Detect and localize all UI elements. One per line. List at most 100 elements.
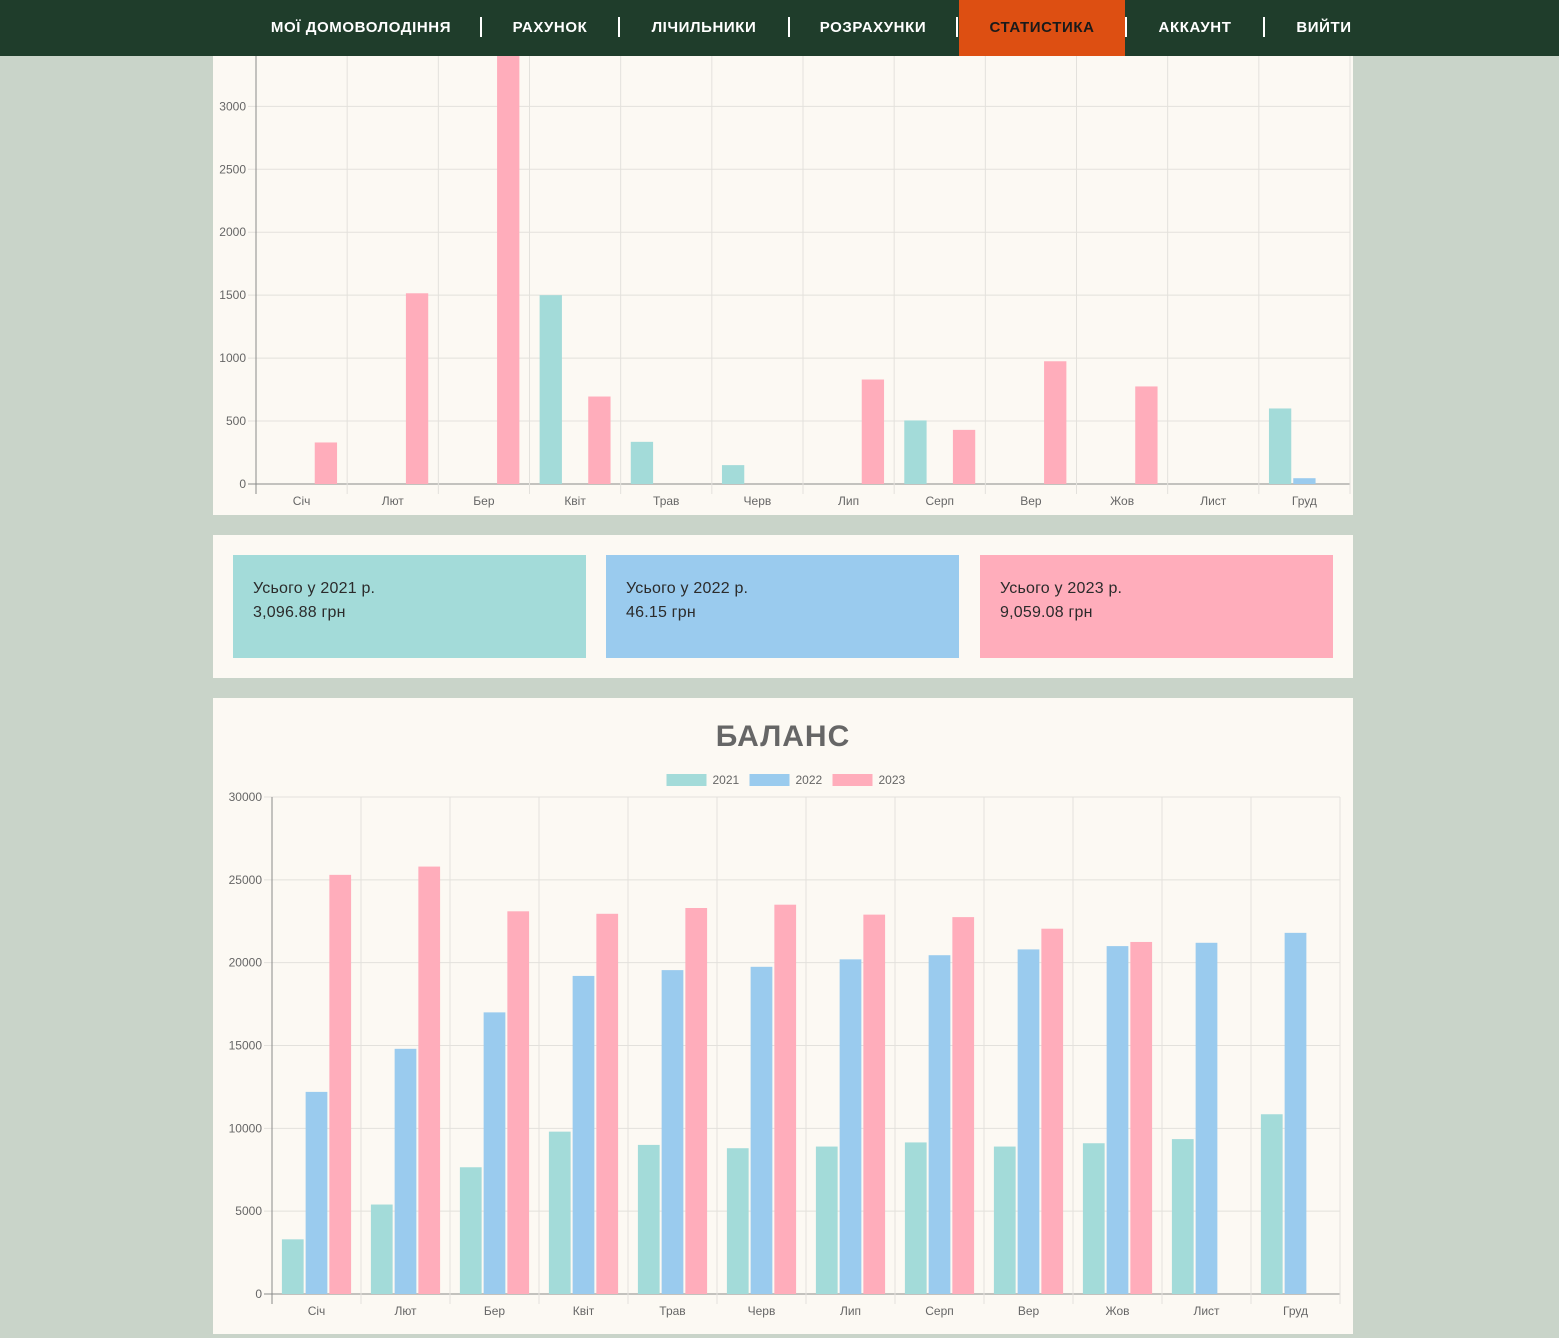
total-card-label: Усього у 2022 р. xyxy=(626,580,749,597)
x-tick-label: Квіт xyxy=(564,494,586,508)
nav-separator xyxy=(788,17,790,37)
y-tick-label: 5000 xyxy=(235,1204,262,1218)
x-tick-label: Серп xyxy=(925,494,954,508)
bar-2022 xyxy=(1017,949,1040,1294)
y-tick-label: 15000 xyxy=(229,1039,263,1053)
nav-separator xyxy=(1263,17,1265,37)
bar-2021 xyxy=(726,1148,749,1294)
x-tick-label: Трав xyxy=(659,1304,685,1318)
nav-separator xyxy=(1125,17,1127,37)
y-tick-label: 0 xyxy=(239,477,246,491)
bar-2023 xyxy=(1041,928,1064,1294)
x-tick-label: Трав xyxy=(653,494,679,508)
bar-2023 xyxy=(1135,386,1158,484)
total-card-2022: Усього у 2022 р. 46.15 грн xyxy=(606,555,959,658)
total-card-label: Усього у 2023 р. xyxy=(1000,580,1123,597)
bar-2021 xyxy=(1171,1139,1194,1294)
bar-2022 xyxy=(839,959,862,1294)
y-tick-label: 10000 xyxy=(229,1121,263,1135)
bar-2021 xyxy=(637,1144,660,1294)
y-tick-label: 500 xyxy=(226,414,246,428)
nav-account-bill[interactable]: Рахунок xyxy=(512,19,588,36)
payments-chart: 0 500 1000 1500 2000 2500 3000 Січ Лют Бер Квіт Тра… xyxy=(219,56,1351,508)
bar-2023 xyxy=(952,429,976,484)
y-tick-label: 20000 xyxy=(229,956,263,970)
bar-2021 xyxy=(459,1167,482,1294)
balance-chart: 0 5000 10000 15000 20000 25000 30000 Січ Лют Бер К… xyxy=(229,773,1341,1318)
bar-2022 xyxy=(928,955,951,1294)
bar-2022 xyxy=(750,966,773,1294)
y-tick-label: 3000 xyxy=(219,99,246,113)
bar-2022 xyxy=(1106,946,1129,1294)
bar-2022 xyxy=(661,970,684,1294)
x-tick-label: Черв xyxy=(744,494,772,508)
bar-2021 xyxy=(1268,408,1292,484)
x-tick-label: Лист xyxy=(1200,494,1227,508)
nav-logout[interactable]: Вийти xyxy=(1296,19,1352,36)
x-tick-label: Вер xyxy=(1018,1304,1040,1318)
total-card-2021: Усього у 2021 р. 3,096.88 грн xyxy=(233,555,586,658)
y-tick-label: 30000 xyxy=(229,790,263,804)
x-tick-label: Бер xyxy=(473,494,495,508)
top-nav: Мої домоволодіння Рахунок Лічильники Роз… xyxy=(0,0,1559,56)
x-tick-label: Лип xyxy=(840,1304,861,1318)
x-tick-label: Лип xyxy=(838,494,859,508)
total-card-value: 46.15 грн xyxy=(626,604,696,621)
bar-2023 xyxy=(588,396,611,484)
x-tick-label: Лют xyxy=(394,1304,417,1318)
x-tick-label: Вер xyxy=(1020,494,1042,508)
balance-chart-panel: БАЛАНС 0 5000 10000 15000 20000 25000 30000 Січ… xyxy=(213,698,1353,1334)
totals-panel: Усього у 2021 р. 3,096.88 грн Усього у 2… xyxy=(213,535,1353,678)
bar-2022 xyxy=(305,1091,328,1294)
x-tick-label: Груд xyxy=(1292,494,1317,508)
x-tick-label: Січ xyxy=(293,494,311,508)
bar-2022 xyxy=(1293,478,1316,484)
bar-2023 xyxy=(685,907,708,1294)
bar-2023 xyxy=(774,904,797,1294)
bar-2022 xyxy=(1195,942,1218,1294)
x-tick-label: Лист xyxy=(1193,1304,1220,1318)
y-tick-label: 0 xyxy=(255,1287,262,1301)
total-card-value: 3,096.88 грн xyxy=(253,604,346,621)
bar-2023 xyxy=(596,913,619,1294)
legend-label: 2021 xyxy=(713,773,740,787)
bar-2023 xyxy=(314,442,338,484)
balance-chart-title: БАЛАНС xyxy=(715,720,851,753)
nav-statistics[interactable]: Статистика xyxy=(959,0,1125,56)
nav-my-households[interactable]: Мої домоволодіння xyxy=(270,19,452,36)
x-tick-label: Лют xyxy=(382,494,405,508)
nav-meters[interactable]: Лічильники xyxy=(651,19,757,36)
y-tick-label: 2500 xyxy=(219,162,246,176)
bar-2021 xyxy=(815,1146,838,1294)
legend-label: 2023 xyxy=(879,773,906,787)
legend-swatch xyxy=(832,774,873,786)
bar-2023 xyxy=(329,874,352,1294)
y-tick-label: 2000 xyxy=(219,225,246,239)
bar-2022 xyxy=(1284,932,1307,1294)
nav-payments[interactable]: Розрахунки xyxy=(819,19,927,36)
bar-2022 xyxy=(572,975,595,1294)
total-card-label: Усього у 2021 р. xyxy=(253,580,376,597)
bar-2021 xyxy=(721,465,745,484)
bar-2021 xyxy=(539,295,562,484)
bar-2021 xyxy=(904,420,927,484)
bar-2023 xyxy=(1130,941,1153,1294)
bar-2022 xyxy=(483,1012,506,1294)
total-card-2023: Усього у 2023 р. 9,059.08 грн xyxy=(980,555,1333,658)
bar-2022 xyxy=(394,1048,417,1294)
bar-2023 xyxy=(507,911,530,1294)
y-tick-label: 1500 xyxy=(219,288,246,302)
bar-2023 xyxy=(405,293,429,484)
nav-profile[interactable]: Аккаунт xyxy=(1158,19,1232,36)
bar-2021 xyxy=(281,1239,304,1294)
total-card-value: 9,059.08 грн xyxy=(1000,604,1093,621)
legend-swatch xyxy=(666,774,707,786)
bar-2023 xyxy=(952,917,975,1294)
nav-separator xyxy=(618,17,620,37)
y-tick-label: 25000 xyxy=(229,873,263,887)
x-tick-label: Черв xyxy=(748,1304,776,1318)
nav-separator xyxy=(480,17,482,37)
x-tick-label: Серп xyxy=(925,1304,954,1318)
legend-label: 2022 xyxy=(796,773,823,787)
bar-2021 xyxy=(1260,1114,1283,1294)
